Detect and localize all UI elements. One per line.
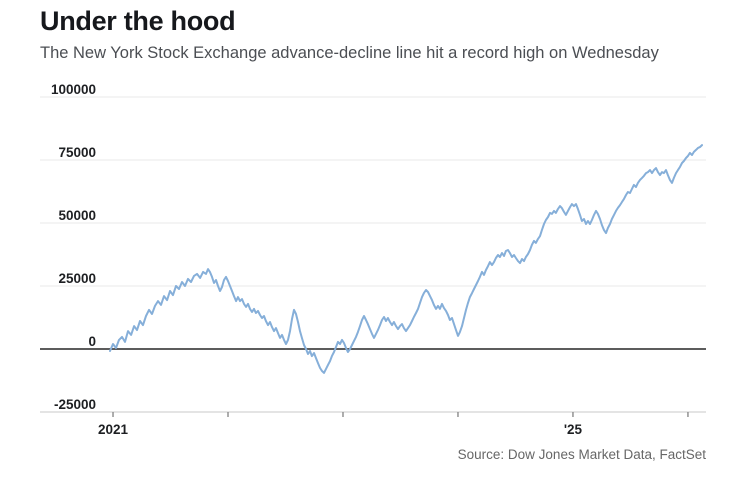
y-axis-label: 75000 — [58, 145, 96, 160]
chart-title: Under the hood — [40, 6, 236, 36]
y-axis-label: 50000 — [58, 208, 96, 223]
y-axis-label: 25000 — [58, 271, 96, 286]
y-axis-label: 100000 — [51, 82, 96, 97]
chart-subtitle: The New York Stock Exchange advance-decl… — [40, 44, 659, 62]
x-axis-label: '25 — [564, 422, 583, 437]
x-axis-label: 2021 — [98, 422, 129, 437]
y-axis-label: 0 — [88, 334, 96, 349]
y-axis-label: -25000 — [54, 397, 96, 412]
advance-decline-line — [109, 144, 703, 374]
source-attribution: Source: Dow Jones Market Data, FactSet — [457, 447, 706, 462]
